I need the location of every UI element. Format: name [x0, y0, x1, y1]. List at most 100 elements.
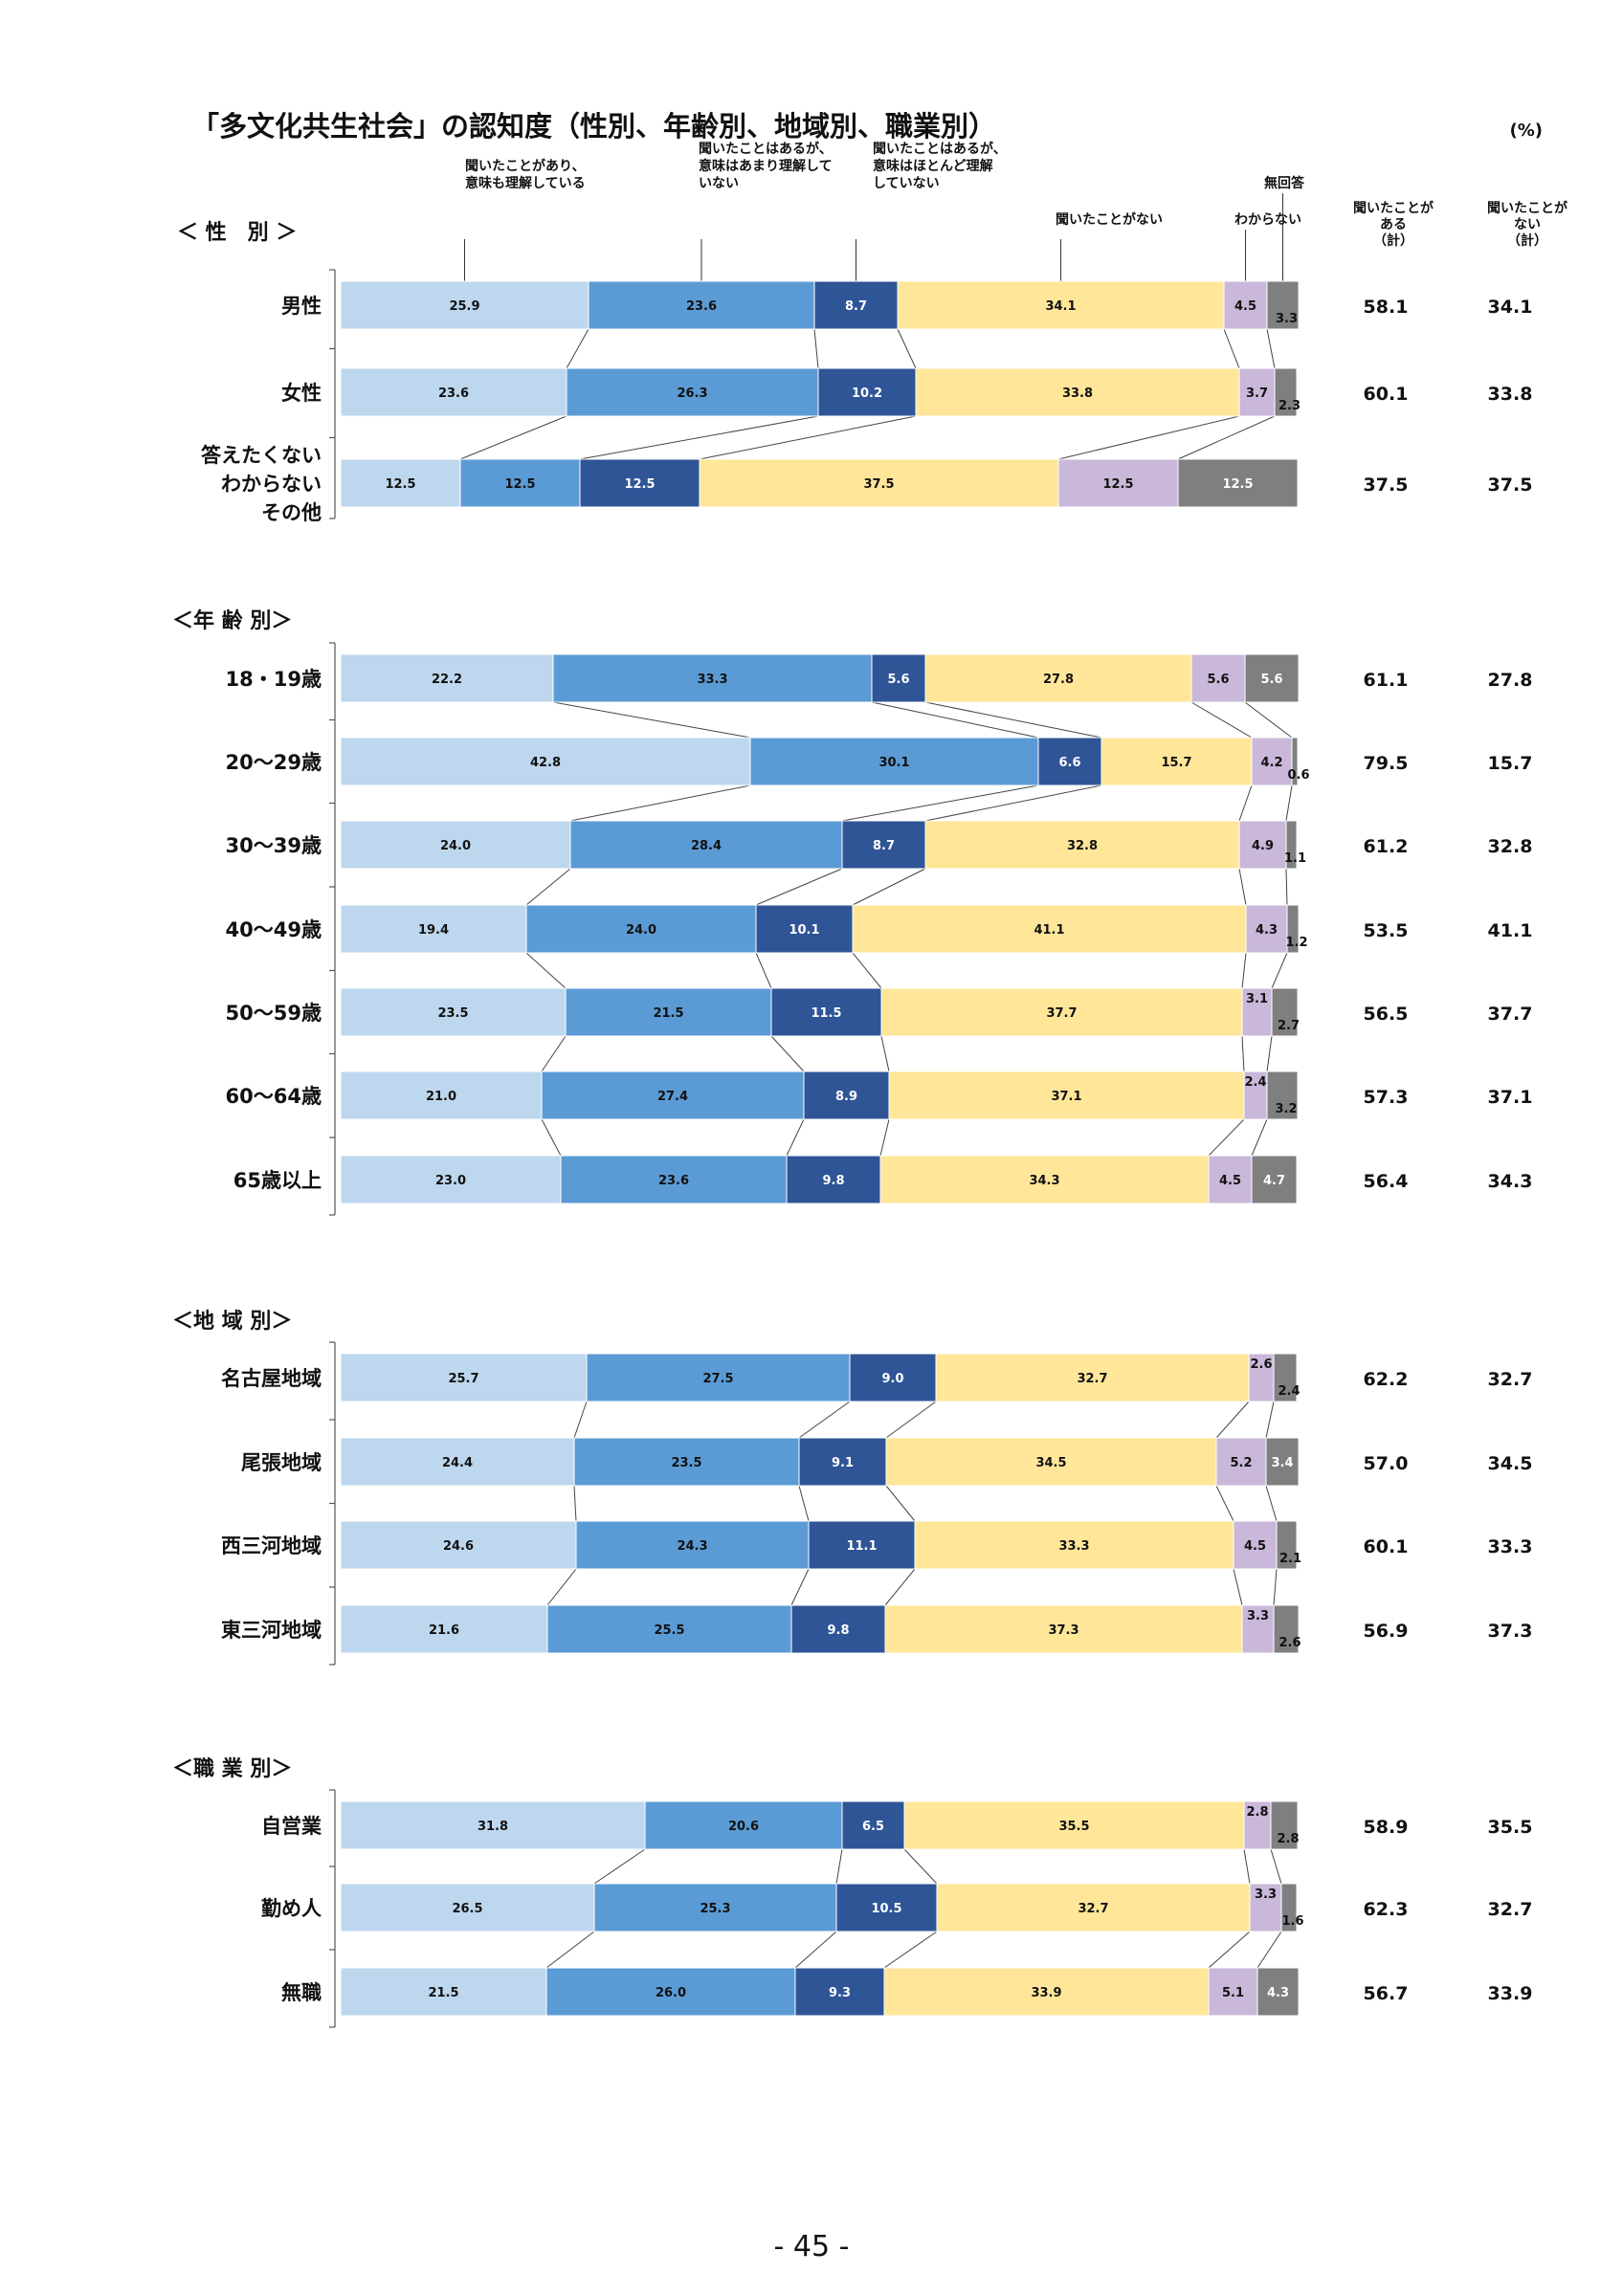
connector-line — [903, 1848, 938, 1885]
data-label: 37.3 — [1048, 1623, 1078, 1638]
data-label: 9.0 — [881, 1372, 903, 1386]
bar-segment — [459, 458, 581, 508]
data-label: 21.5 — [428, 1986, 458, 2000]
connector-line — [459, 415, 567, 460]
bar-segment — [888, 1071, 1245, 1120]
connector-line — [1256, 1931, 1282, 1969]
legend-text: 聞いたことがない — [1056, 211, 1163, 228]
data-label: 33.3 — [697, 673, 727, 687]
bar-row: 40～49歳 19.4 24.0 10.1 41.1 4.3 1.2 53.5 41.1 — [226, 904, 1532, 954]
connector-line — [1208, 1931, 1251, 1969]
bar-segment — [924, 820, 1240, 870]
connector-line — [880, 1035, 890, 1072]
connector-line — [1285, 784, 1293, 822]
legend-entry-5: わからない — [1234, 212, 1301, 228]
connector-line — [798, 1485, 810, 1522]
bar-segment — [885, 1437, 1217, 1487]
data-label: 34.5 — [1035, 1456, 1066, 1470]
data-label: 5.6 — [1260, 673, 1282, 687]
bar-segment — [1233, 1520, 1278, 1570]
data-label: 24.0 — [440, 839, 471, 853]
heard-total: 58.1 — [1364, 297, 1409, 318]
row-label: 40～49歳 — [226, 918, 322, 941]
data-label: 2.4 — [1244, 1075, 1266, 1090]
bar-row: 50～59歳 23.5 21.5 11.5 37.7 3.1 2.7 56.5 37.7 — [226, 987, 1532, 1037]
connector-line — [1057, 415, 1240, 460]
data-label: 10.2 — [852, 386, 882, 401]
connector-line — [835, 1848, 843, 1885]
connector-line — [1190, 701, 1253, 739]
legend-text: 意味も理解している — [465, 175, 586, 191]
data-label: 3.1 — [1246, 992, 1268, 1006]
bar-segment — [749, 737, 1039, 786]
bar-segment — [1241, 987, 1273, 1037]
connector-line — [1238, 868, 1247, 906]
data-label: 12.5 — [1222, 477, 1253, 492]
row-label: 20～29歳 — [226, 751, 322, 774]
connector-line — [1273, 1568, 1278, 1606]
bar-segment — [1238, 367, 1276, 417]
data-label: 26.0 — [656, 1986, 686, 2000]
legend-text: 聞いたことはあるが、 — [699, 141, 833, 157]
group-header: ＜地 域 別＞ — [172, 1309, 292, 1334]
bar-row: 無職 21.5 26.0 9.3 33.9 5.1 4.3 56.7 33.9 — [281, 1967, 1532, 2017]
connector-line — [1271, 952, 1288, 989]
not-heard-total: 33.3 — [1488, 1536, 1533, 1557]
row-label: 答えたくない — [201, 444, 322, 467]
data-label: 10.5 — [871, 1902, 901, 1916]
connector-line — [871, 701, 1039, 739]
connector-line — [573, 1485, 577, 1522]
row-label: わからない — [221, 473, 322, 496]
connector-line — [883, 1931, 938, 1969]
not-heard-total: 32.8 — [1488, 836, 1533, 857]
data-label: 5.2 — [1230, 1456, 1252, 1470]
data-label: 2.8 — [1246, 1805, 1268, 1820]
connector-line — [755, 868, 843, 906]
bar-segment — [883, 1967, 1210, 2017]
group-4: ＜職 業 別＞ 自営業 31.8 20.6 6.5 35.5 2.8 2.8 58.9 35.5 勤… — [172, 1756, 1532, 2028]
bar-segment — [340, 987, 567, 1037]
data-label: 1.2 — [1285, 936, 1307, 950]
data-label: 3.3 — [1276, 312, 1298, 326]
bar-row: 勤め人 26.5 25.3 10.5 32.7 3.3 1.6 62.3 32.7 — [261, 1883, 1532, 1932]
bar-segment — [525, 904, 757, 954]
heard-total: 61.1 — [1364, 670, 1409, 691]
bar-row: 尾張地域 24.4 23.5 9.1 34.5 5.2 3.4 57.0 34.5 — [241, 1437, 1532, 1487]
group-header: ＜職 業 別＞ — [172, 1756, 292, 1781]
bar-row: 西三河地域 24.6 24.3 11.1 33.3 4.5 2.1 60.1 33.3 — [221, 1520, 1533, 1570]
connector-line — [1233, 1568, 1243, 1606]
bar-segment — [340, 1604, 548, 1654]
connector-line — [1285, 868, 1288, 906]
bar-segment — [1101, 737, 1253, 786]
header-text: （計） — [1373, 232, 1413, 249]
connector-line — [924, 784, 1102, 822]
data-label: 4.2 — [1260, 756, 1282, 770]
data-label: 4.5 — [1234, 299, 1256, 314]
data-label: 21.0 — [426, 1090, 456, 1104]
heard-total: 58.9 — [1364, 1817, 1409, 1838]
bar-segment — [1251, 737, 1293, 786]
not-heard-total: 33.8 — [1488, 384, 1533, 405]
bar-segment — [1265, 1437, 1300, 1487]
data-label: 2.7 — [1278, 1019, 1300, 1033]
row-label: 30～39歳 — [226, 834, 322, 857]
bar-segment — [1215, 1437, 1267, 1487]
bar-segment — [545, 1967, 796, 2017]
data-label: 4.5 — [1244, 1539, 1266, 1554]
data-label: 27.8 — [1043, 673, 1074, 687]
connector-line — [699, 415, 917, 460]
connector-line — [546, 1568, 577, 1606]
connector-line — [525, 868, 571, 906]
connector-line — [541, 1035, 567, 1072]
legend-entry-6: 無回答 — [1264, 175, 1305, 191]
bar-segment — [884, 1604, 1243, 1654]
data-label: 22.2 — [432, 673, 462, 687]
data-label: 21.5 — [653, 1006, 683, 1021]
bar-segment — [560, 1155, 788, 1204]
data-label: 19.4 — [418, 923, 449, 938]
heard-total: 56.9 — [1364, 1621, 1409, 1642]
data-label: 23.6 — [686, 299, 717, 314]
